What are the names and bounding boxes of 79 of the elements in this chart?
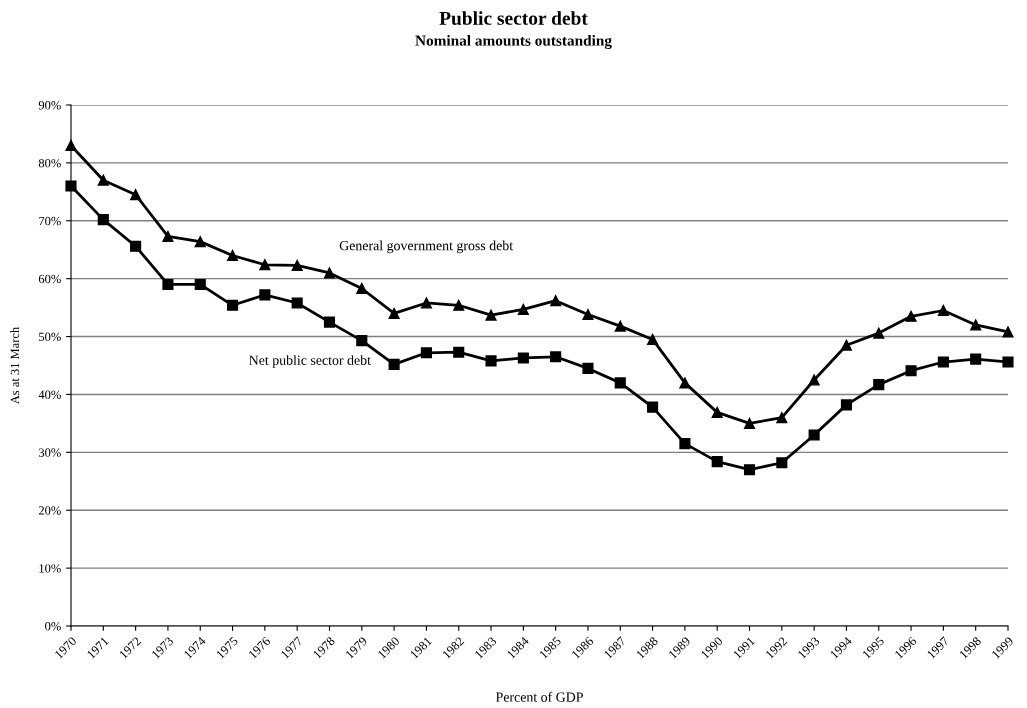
point — [323, 316, 336, 328]
point — [323, 267, 336, 279]
y-tick-label: 0% — [45, 622, 61, 631]
point — [291, 297, 303, 309]
point — [905, 310, 917, 322]
series-label: Net public sector debt — [249, 355, 371, 368]
point — [485, 355, 497, 367]
point — [743, 464, 756, 476]
point — [130, 189, 142, 201]
point — [679, 377, 691, 389]
point — [905, 365, 917, 377]
point — [550, 295, 562, 307]
series-label: General government gross debt — [339, 240, 514, 254]
point — [226, 249, 239, 262]
x-tick-label: 1991 — [732, 636, 756, 659]
point — [711, 456, 723, 468]
point — [65, 139, 77, 152]
point — [1002, 326, 1014, 338]
point — [291, 259, 303, 271]
point — [679, 438, 691, 450]
point — [582, 309, 594, 321]
point — [453, 299, 465, 311]
point — [647, 333, 659, 346]
point — [970, 353, 982, 365]
chart-title: Public sector debt — [439, 11, 588, 25]
point — [873, 379, 885, 391]
point — [582, 362, 594, 374]
point — [226, 299, 239, 311]
point — [937, 304, 949, 317]
point — [65, 180, 77, 192]
point — [937, 356, 949, 368]
point — [356, 335, 368, 347]
point — [162, 230, 174, 242]
y-axis-title: As at 31 March — [10, 326, 20, 405]
point — [808, 374, 820, 386]
point — [711, 406, 723, 418]
point — [130, 240, 142, 252]
point — [647, 401, 659, 413]
point — [259, 259, 271, 271]
y-tick-label: 60% — [38, 274, 61, 284]
point — [517, 303, 529, 315]
point — [420, 347, 432, 359]
y-tick-label: 10% — [39, 564, 61, 573]
y-tick-label: 80% — [38, 158, 61, 168]
x-tick-label: 1971 — [86, 636, 109, 659]
y-tick-label: 50% — [39, 332, 61, 342]
point — [840, 339, 853, 351]
point — [485, 309, 497, 321]
point — [840, 399, 853, 411]
point — [97, 214, 109, 226]
point — [162, 278, 174, 291]
point — [388, 358, 400, 370]
y-tick-label: 30% — [38, 448, 61, 457]
y-tick-label: 40% — [38, 390, 61, 399]
x-tick-label: 1981 — [409, 636, 433, 659]
point — [1002, 356, 1014, 368]
chart-subtitle: Nominal amounts outstanding — [415, 35, 612, 49]
point — [259, 289, 271, 301]
point — [776, 457, 788, 469]
point — [970, 319, 982, 331]
point — [388, 307, 400, 319]
point — [614, 320, 626, 332]
point — [194, 278, 206, 291]
point — [194, 236, 206, 248]
point — [743, 417, 756, 429]
point — [550, 351, 562, 363]
y-tick-label: 70% — [39, 216, 61, 226]
point — [517, 352, 529, 364]
point — [356, 282, 368, 295]
y-tick-label: 90% — [38, 101, 61, 110]
x-axis-title: Percent of GDP — [495, 691, 583, 702]
point — [808, 429, 820, 441]
point — [420, 297, 432, 309]
point — [873, 327, 885, 339]
point — [97, 174, 109, 186]
point — [614, 377, 626, 389]
point — [776, 412, 788, 424]
point — [453, 346, 465, 358]
y-tick-label: 20% — [38, 506, 61, 515]
